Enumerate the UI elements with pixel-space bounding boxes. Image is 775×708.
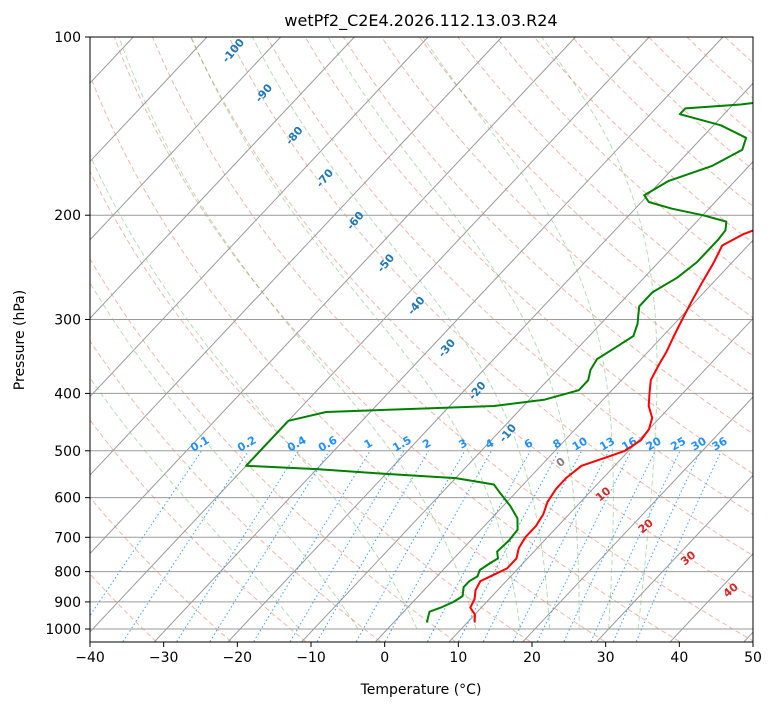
dry-adiabat bbox=[342, 37, 753, 435]
y-tick-label: 700 bbox=[54, 530, 81, 546]
y-tick-label: 900 bbox=[54, 595, 81, 611]
plot-frame bbox=[89, 36, 754, 643]
y-tick-label: 400 bbox=[54, 386, 81, 402]
x-tick-label: −30 bbox=[149, 650, 179, 666]
axes: −40 −30 −20 −10 0 10 20 30 40 50 100 200 300 400 500 60… bbox=[45, 30, 762, 666]
x-tick-label: −20 bbox=[223, 650, 253, 666]
dry-adiabat bbox=[304, 37, 753, 475]
mixing-ratio-line bbox=[253, 450, 371, 642]
moist-adiabat bbox=[422, 37, 614, 630]
mixing-ratio-line bbox=[427, 450, 531, 642]
x-tick-label: −10 bbox=[296, 650, 326, 666]
moist-adiabat bbox=[190, 37, 521, 630]
mixing-ratio-line bbox=[355, 450, 466, 642]
moist-adiabat bbox=[251, 37, 551, 629]
dry-adiabat bbox=[113, 37, 680, 642]
temperature-line bbox=[469, 229, 753, 623]
x-tick-label: 20 bbox=[523, 650, 541, 666]
mixing-ratio-line bbox=[176, 450, 300, 642]
isotherm bbox=[90, 37, 282, 241]
y-tick-label: 600 bbox=[54, 491, 81, 507]
dry-adiabat bbox=[90, 419, 307, 642]
dry-adiabat bbox=[90, 73, 605, 642]
x-tick-label: 40 bbox=[670, 650, 688, 666]
isotherm bbox=[90, 37, 355, 319]
dry-adiabat bbox=[90, 340, 381, 642]
moist-adiabat bbox=[327, 37, 580, 629]
y-tick-label: 500 bbox=[54, 444, 81, 460]
isotherm bbox=[596, 474, 753, 642]
mixing-ratio-line bbox=[512, 450, 610, 642]
chart-title: wetPf2_C2E4.2026.112.13.03.R24 bbox=[284, 11, 557, 31]
isotherm bbox=[522, 396, 753, 642]
dry-adiabat bbox=[90, 170, 531, 642]
x-tick-label: 50 bbox=[744, 650, 762, 666]
x-axis-label: Temperature (°C) bbox=[360, 682, 482, 698]
x-tick-label: 10 bbox=[449, 650, 467, 666]
dewpoint-line bbox=[245, 101, 753, 623]
y-tick-label: 800 bbox=[54, 565, 81, 581]
mixing-ratio-line bbox=[536, 450, 632, 642]
dry-adiabat bbox=[90, 257, 456, 642]
dry-adiabat bbox=[90, 573, 157, 642]
isotherm bbox=[90, 37, 503, 476]
y-axis-label: Pressure (hPa) bbox=[12, 290, 28, 390]
y-tick-label: 1000 bbox=[45, 622, 81, 638]
isotherm bbox=[90, 37, 576, 555]
mixing-ratio-line bbox=[122, 450, 250, 642]
dry-adiabat bbox=[228, 37, 753, 557]
dry-adiabat bbox=[419, 37, 753, 357]
y-tick-label: 200 bbox=[54, 208, 81, 224]
isotherm bbox=[227, 82, 753, 642]
isotherm bbox=[90, 37, 429, 398]
dry-adiabat bbox=[151, 37, 753, 642]
mixing-ratio-line bbox=[613, 450, 702, 642]
y-tick-label: 100 bbox=[54, 30, 81, 46]
moist-adiabat bbox=[90, 377, 300, 630]
data-series bbox=[245, 101, 753, 623]
isotherm bbox=[301, 161, 753, 642]
dry-adiabat bbox=[190, 37, 753, 599]
isotherm bbox=[90, 37, 208, 163]
isotherm bbox=[449, 317, 753, 642]
mixing-ratio-line bbox=[635, 450, 722, 642]
mixing-ratio-line bbox=[384, 450, 492, 642]
isotherm bbox=[375, 239, 753, 642]
isotherm bbox=[90, 37, 650, 633]
x-tick-label: 30 bbox=[597, 650, 615, 666]
moist-adiabat bbox=[90, 153, 418, 630]
x-tick-label: −40 bbox=[75, 650, 105, 666]
moist-adiabat bbox=[541, 37, 658, 630]
moist-adiabat bbox=[90, 281, 359, 630]
y-tick-label: 300 bbox=[54, 312, 81, 328]
grid-lines bbox=[90, 37, 753, 642]
x-tick-label: 0 bbox=[380, 650, 389, 666]
isotherm bbox=[154, 37, 724, 642]
